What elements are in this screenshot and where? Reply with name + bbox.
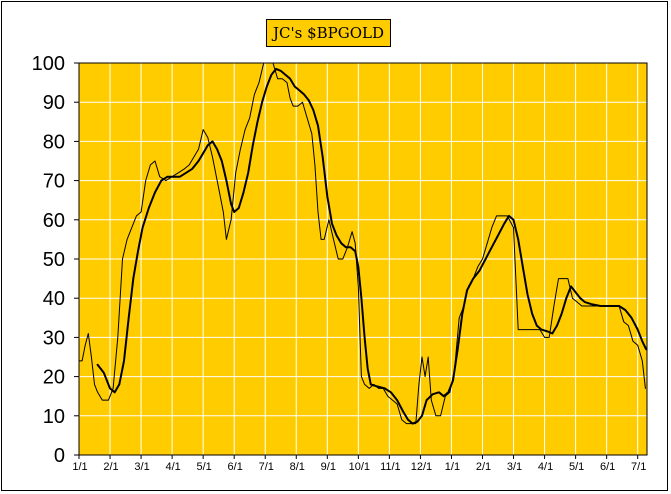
x-tick-label: 1/1 [72, 461, 87, 473]
x-tick-label: 11/1 [380, 461, 401, 473]
x-axis-ticks: 1/1 2/1 3/1 4/1 5/1 6/1 7/1 8/1 9/1 10/1 11/1 12/1 1… [72, 455, 646, 473]
x-tick-label: 3/1 [507, 461, 522, 473]
x-tick-label: 6/1 [228, 461, 243, 473]
x-tick-label: 3/1 [134, 461, 149, 473]
series-line-thin [78, 62, 646, 425]
y-tick-label: 20 [43, 367, 65, 389]
y-tick-label: 60 [43, 210, 65, 232]
x-tick-label: 7/1 [259, 461, 274, 473]
x-tick-label: 5/1 [197, 461, 212, 473]
y-tick-label: 0 [54, 445, 65, 467]
x-tick-label: 10/1 [349, 461, 370, 473]
y-axis-ticks: 0 10 20 30 40 50 60 70 80 90 100 [32, 53, 79, 467]
y-tick-label: 50 [43, 249, 65, 271]
x-tick-label: 7/1 [631, 461, 646, 473]
series-line-smoothed [96, 67, 648, 425]
y-tick-label: 80 [43, 131, 65, 153]
x-tick-label: 4/1 [538, 461, 553, 473]
y-tick-label: 70 [43, 171, 65, 193]
y-tick-label: 90 [43, 92, 65, 114]
x-tick-label: 4/1 [165, 461, 180, 473]
plot-border [78, 62, 648, 456]
series-group [78, 62, 648, 425]
y-tick-label: 100 [32, 53, 65, 75]
y-tick-label: 10 [43, 406, 65, 428]
x-tick-label: 1/1 [445, 461, 460, 473]
chart-title: JC's $BPGOLD [266, 19, 392, 47]
x-tick-label: 9/1 [321, 461, 336, 473]
x-tick-label: 8/1 [290, 461, 305, 473]
y-tick-label: 40 [43, 288, 65, 310]
x-tick-label: 5/1 [569, 461, 584, 473]
x-tick-label: 6/1 [600, 461, 615, 473]
x-tick-label: 2/1 [103, 461, 118, 473]
x-tick-label: 2/1 [476, 461, 491, 473]
y-tick-label: 30 [43, 327, 65, 349]
x-tick-label: 12/1 [411, 461, 432, 473]
